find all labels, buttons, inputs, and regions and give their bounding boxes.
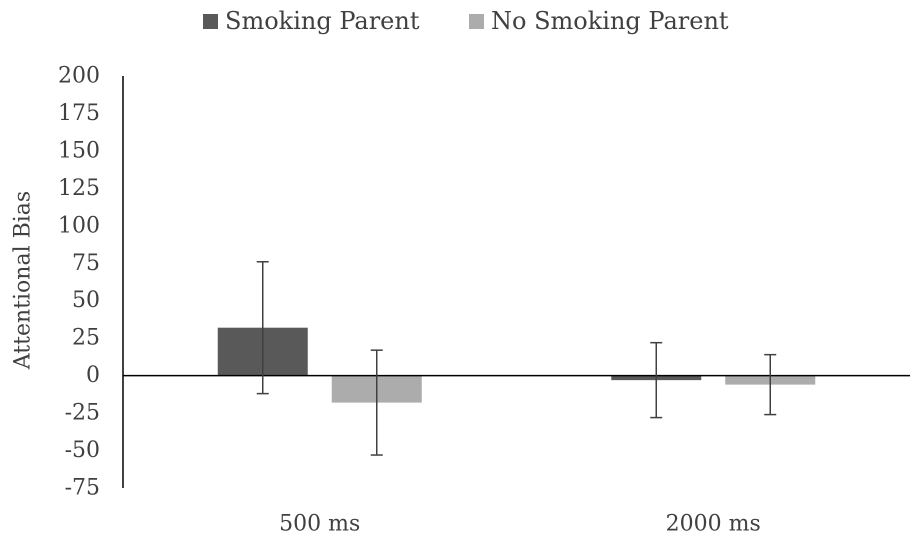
legend: Smoking Parent No Smoking Parent — [203, 7, 729, 35]
y-axis-ticks: 200 175 150 125 100 75 50 25 0 -25 -50 -75 — [58, 64, 100, 501]
error-bars — [256, 261, 777, 456]
y-tick-label: -25 — [65, 401, 100, 426]
legend-swatch — [469, 14, 484, 29]
y-tick-label: 200 — [58, 64, 100, 89]
y-tick-label: -50 — [65, 438, 100, 463]
y-tick-label: 75 — [72, 251, 100, 276]
y-axis-title: Attentional Bias — [11, 191, 36, 370]
y-tick-label: 125 — [58, 176, 100, 201]
y-tick-label: -75 — [65, 476, 100, 501]
bars — [217, 327, 816, 403]
y-tick-label: 150 — [58, 138, 100, 163]
y-tick-label: 100 — [58, 213, 100, 238]
legend-label: Smoking Parent — [225, 7, 420, 35]
x-category-label: 500 ms — [279, 512, 360, 537]
y-tick-label: 0 — [86, 363, 100, 388]
legend-label: No Smoking Parent — [491, 7, 729, 35]
y-tick-label: 50 — [72, 288, 100, 313]
legend-item: Smoking Parent — [203, 7, 420, 35]
x-category-label: 2000 ms — [666, 512, 761, 537]
legend-item: No Smoking Parent — [469, 7, 729, 35]
error-bar — [650, 341, 663, 419]
error-bar — [370, 349, 383, 456]
error-bar — [256, 261, 269, 395]
legend-swatch — [203, 14, 218, 29]
x-axis-category-labels: 500 ms 2000 ms — [279, 512, 761, 537]
error-bar — [764, 353, 777, 416]
y-tick-label: 25 — [72, 326, 100, 351]
y-tick-label: 175 — [58, 101, 100, 126]
